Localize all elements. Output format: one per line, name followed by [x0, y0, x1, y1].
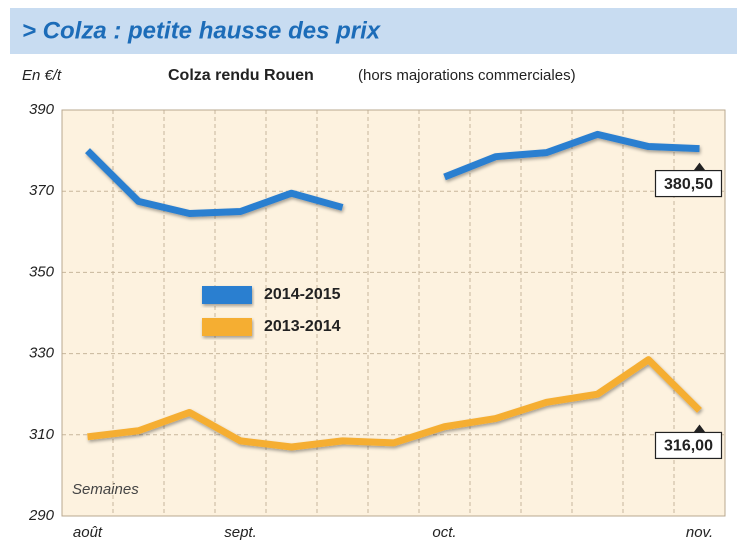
- plot-area: [62, 110, 725, 516]
- x-tick-label: août: [73, 524, 103, 541]
- plot-border: [61, 109, 726, 517]
- y-tick-label: 350: [29, 263, 55, 280]
- legend-swatch: [202, 286, 252, 304]
- data-label: 380,50: [664, 176, 713, 193]
- y-axis-label: En €/t: [22, 67, 62, 84]
- y-tick-label: 390: [29, 101, 55, 118]
- data-label: 316,00: [664, 438, 713, 455]
- chart-title: > Colza : petite hausse des prix: [22, 17, 382, 44]
- y-tick-label: 290: [28, 507, 55, 524]
- series-line: [87, 356, 702, 451]
- legend-label: 2013-2014: [264, 318, 341, 335]
- legend-swatch: [202, 318, 252, 336]
- series-line: [85, 130, 700, 218]
- callout-box: [654, 169, 723, 198]
- chart-subtitle-note: (hors majorations commerciales): [358, 67, 576, 84]
- legend-label: 2014-2015: [264, 286, 341, 303]
- x-axis-label: Semaines: [72, 481, 139, 498]
- y-tick-label: 330: [29, 345, 55, 362]
- x-tick-label: nov.: [686, 524, 713, 541]
- callout-box: [654, 431, 723, 460]
- callout-pointer: [693, 162, 706, 171]
- callout-pointer: [693, 424, 706, 433]
- x-tick-label: sept.: [224, 524, 257, 541]
- y-tick-label: 310: [29, 426, 55, 443]
- chart-subtitle: Colza rendu Rouen: [168, 67, 314, 84]
- x-tick-label: oct.: [432, 524, 456, 541]
- y-tick-label: 370: [29, 182, 55, 199]
- header-band: [10, 8, 737, 54]
